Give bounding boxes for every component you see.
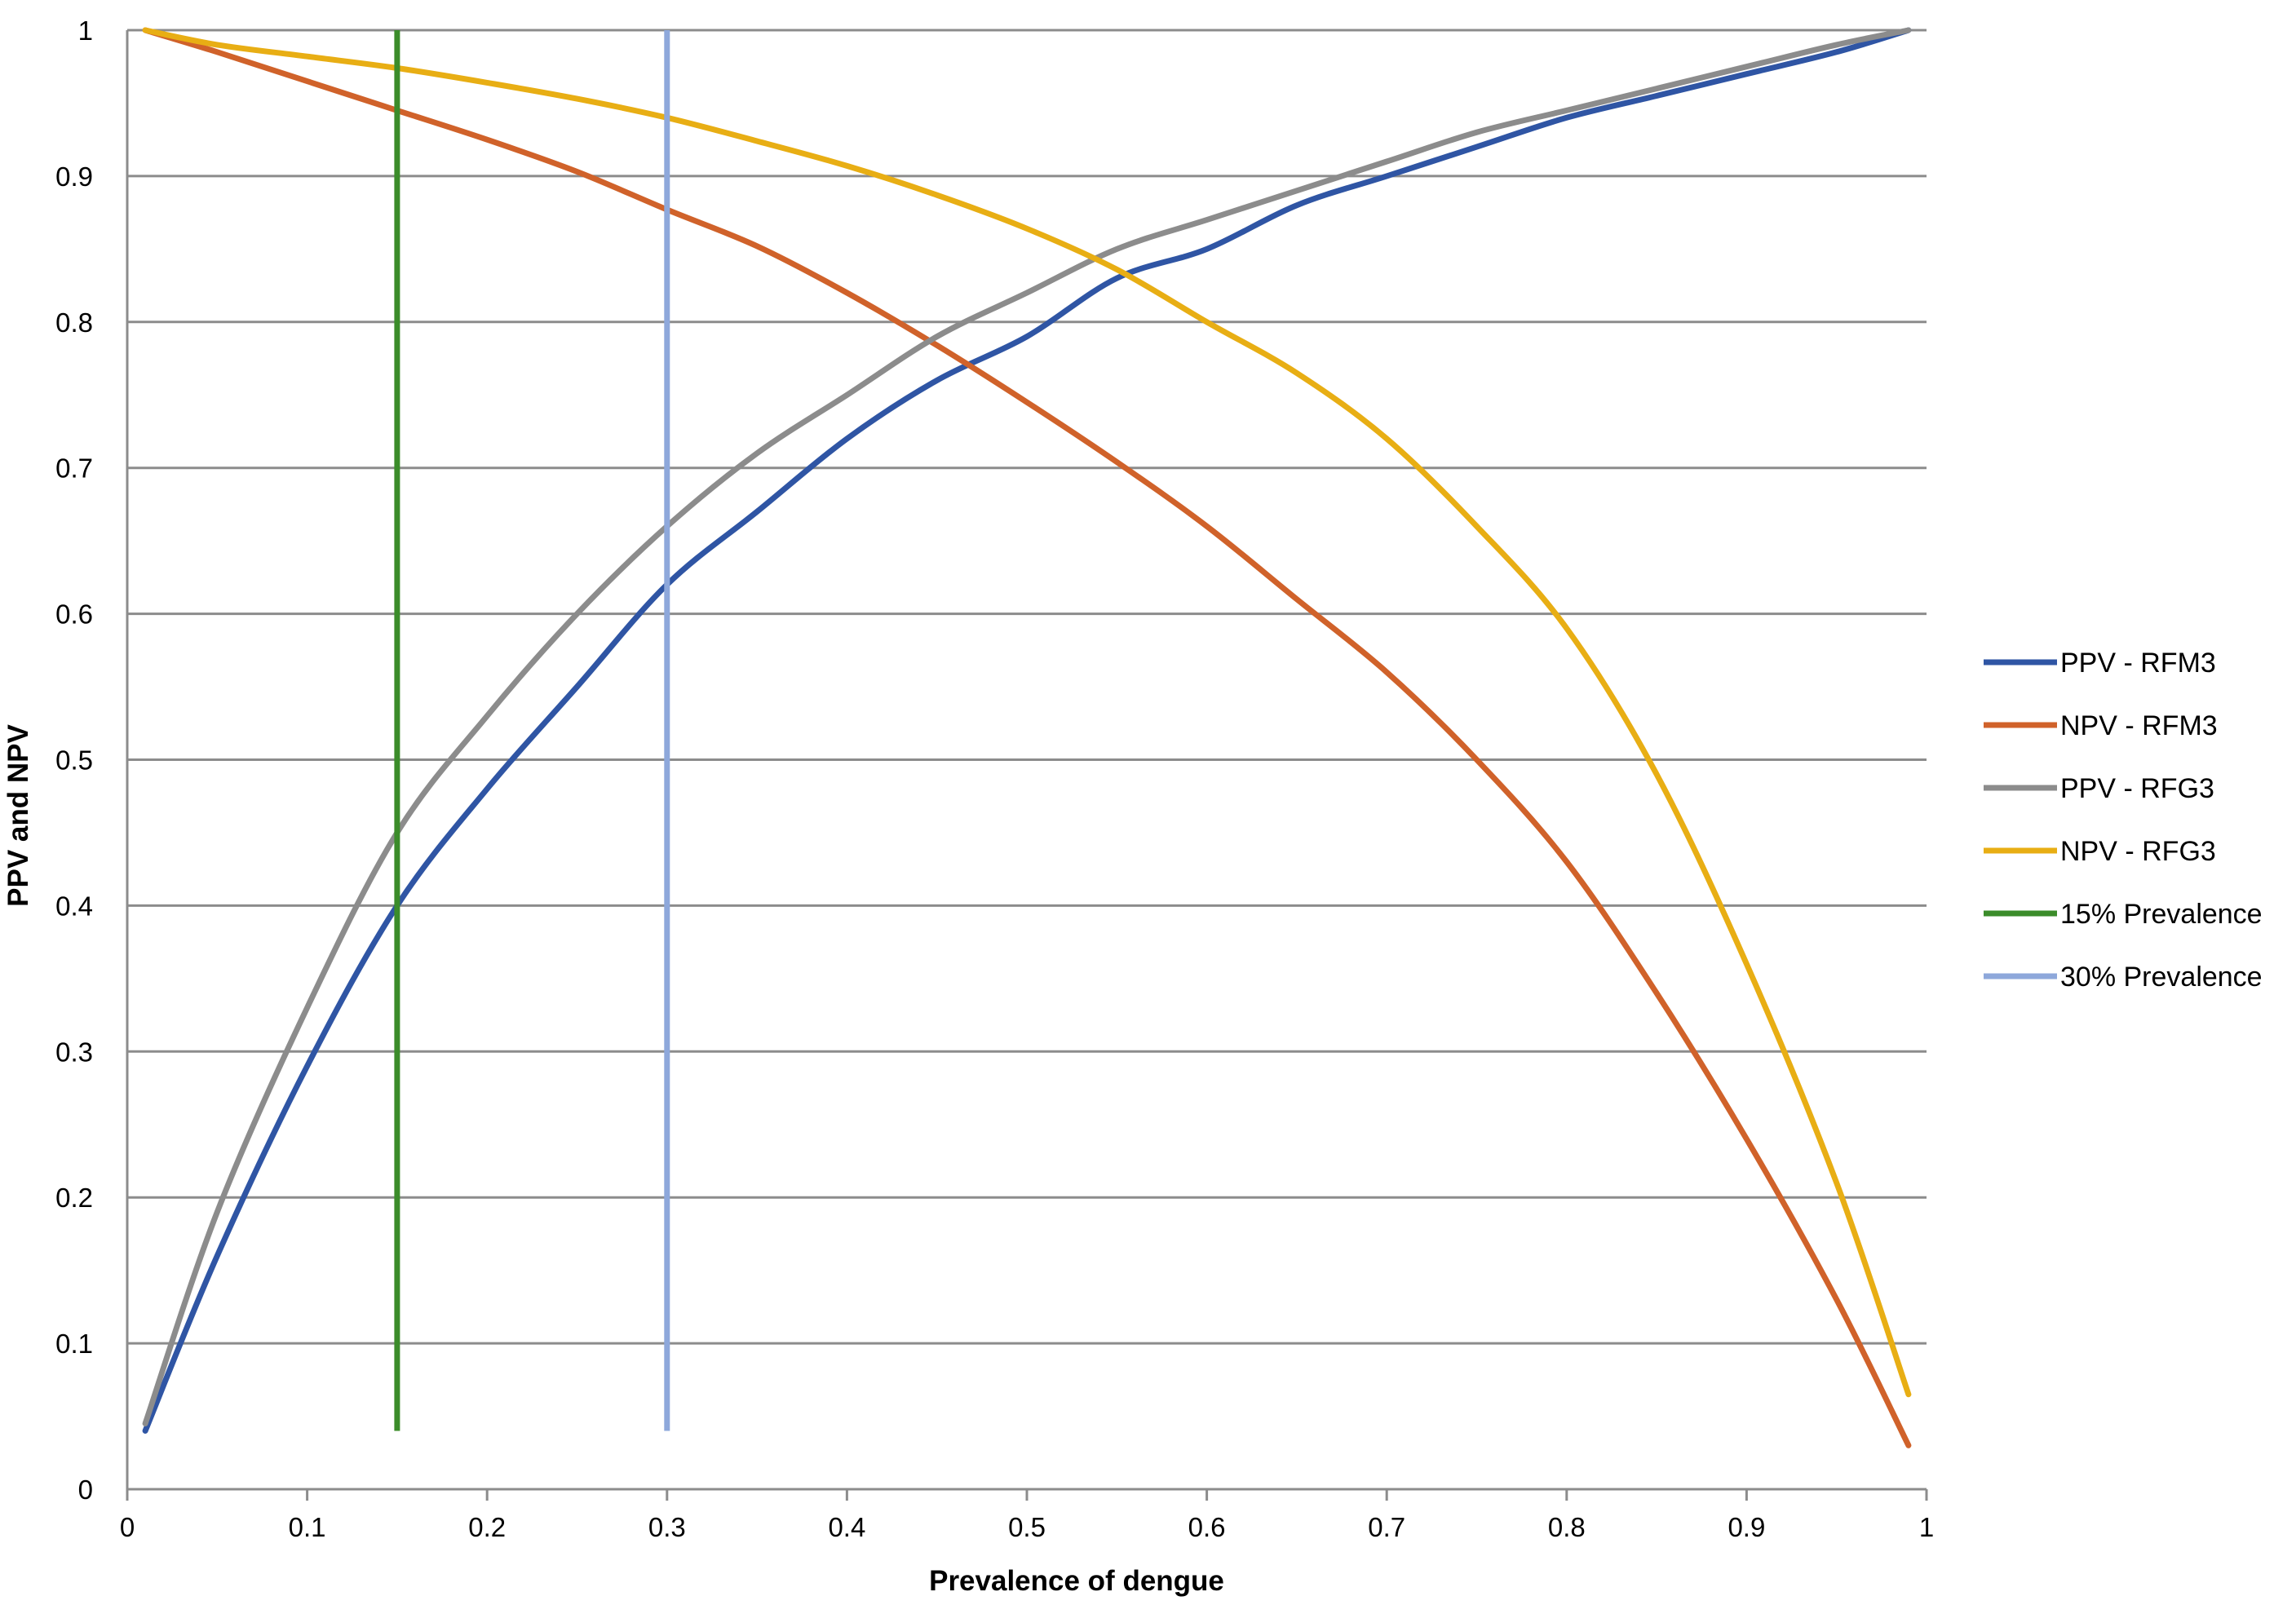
legend-label: 15% Prevalence [2060,899,2263,930]
plot-area [126,27,1928,1501]
x-tick-label: 1 [1919,1512,1934,1542]
y-axis-tick-labels: 0 0.1 0.2 0.3 0.4 0.5 0.6 0.7 0.8 0.9 1 [55,15,93,1505]
x-tick-label: 0.9 [1728,1512,1765,1542]
x-tick-label: 0.1 [289,1512,326,1542]
y-tick-label: 0.4 [55,891,93,921]
x-tick-label: 0.7 [1368,1512,1405,1542]
legend-label: PPV - RFG3 [2060,773,2214,804]
series-lines [142,27,1912,1448]
x-tick-label: 0.8 [1548,1512,1586,1542]
y-tick-label: 0.7 [55,453,93,484]
y-tick-label: 0.9 [55,161,93,192]
series-line-npv-rfg3 [142,27,1912,1398]
legend-label: 30% Prevalence [2060,962,2263,993]
y-axis-title: PPV and NPV [2,724,34,907]
y-tick-label: 0.6 [55,599,93,630]
legend-label: NPV - RFG3 [2060,836,2216,867]
y-tick-label: 0.1 [55,1329,93,1359]
x-tick-label: 0.2 [468,1512,506,1542]
x-axis-title: Prevalence of dengue [929,1565,1224,1597]
y-tick-label: 0.8 [55,307,93,338]
series-line-npv-rfm3 [142,27,1912,1448]
x-tick-label: 0.5 [1008,1512,1046,1542]
y-tick-label: 0.2 [55,1183,93,1213]
x-axis-tick-labels: 0 0.1 0.2 0.3 0.4 0.5 0.6 0.7 0.8 0.9 1 [120,1512,1934,1542]
x-tick-label: 0.6 [1188,1512,1226,1542]
legend-label: NPV - RFM3 [2060,710,2218,741]
series-line-ppv-rfm3 [142,27,1912,1434]
reference-lines [394,30,670,1431]
y-tick-label: 0 [78,1475,93,1505]
x-tick-label: 0 [120,1512,135,1542]
axes [126,30,1928,1501]
gridlines [127,29,1927,1345]
legend-label: PPV - RFM3 [2060,648,2216,679]
legend: PPV - RFM3 NPV - RFM3 PPV - RFG3 NPV - RFG3… [1984,648,2263,993]
x-tick-label: 0.4 [828,1512,865,1542]
y-tick-label: 1 [78,15,93,46]
series-line-ppv-rfg3 [142,27,1912,1426]
y-tick-label: 0.3 [55,1037,93,1067]
x-tick-label: 0.3 [648,1512,686,1542]
y-tick-label: 0.5 [55,745,93,776]
